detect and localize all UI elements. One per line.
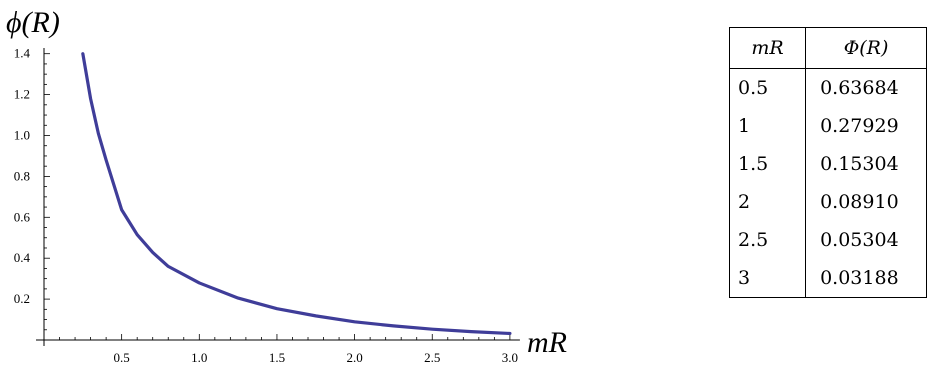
x-tick-label: 3.0 [502,350,518,365]
cell-mr: 0.5 [729,68,807,107]
table-row: 1 0.27929 [729,107,927,145]
cell-mr: 3 [729,259,807,298]
values-table-container: mR Φ(R) 0.5 0.63684 1 0.27929 1.5 0.15304 2 0.0… [729,27,927,298]
column-header-phi: Φ(R) [805,27,927,69]
table-row: 2 0.08910 [729,183,927,221]
cell-mr: 1 [729,107,807,145]
table-row: 2.5 0.05304 [729,221,927,259]
series-layer [81,52,512,336]
y-tick-label: 0.4 [14,250,31,265]
table-body: 0.5 0.63684 1 0.27929 1.5 0.15304 2 0.08910 2.5 0… [729,68,927,298]
y-tick-label: 0.6 [14,209,31,224]
cell-mr: 1.5 [729,145,807,183]
y-tick-label: 0.8 [14,168,30,183]
series-line [81,52,512,336]
ticks: 0.5 1.0 1.5 2.0 2.5 3.0 0.2 0.4 0.6 0.8 1.0 1.2 1.4 [14,46,518,365]
x-tick-label: 1.5 [269,350,285,365]
table-header-row: mR Φ(R) [729,27,927,69]
y-tick-label: 0.2 [14,291,30,306]
cell-phi: 0.03188 [820,267,899,289]
plot-area: 0.5 1.0 1.5 2.0 2.5 3.00.20.40.60.81.01.21.4 … [6,6,567,365]
y-tick-label: 1.4 [14,46,31,61]
x-tick-label: 2.5 [424,350,440,365]
table-row: 1.5 0.15304 [729,145,927,183]
cell-mr: 2 [729,183,807,221]
y-tick-label: 1.2 [14,87,30,102]
x-tick-label: 1.0 [191,350,207,365]
cell-phi: 0.63684 [820,77,899,99]
axes [36,48,520,346]
cell-mr: 2.5 [729,221,807,259]
y-axis-title: ϕ(R) [6,6,60,39]
cell-phi: 0.05304 [820,229,899,251]
cell-phi: 0.08910 [820,191,899,213]
table-row: 3 0.03188 [729,259,927,298]
values-table: mR Φ(R) 0.5 0.63684 1 0.27929 1.5 0.15304 2 0.0… [729,27,927,298]
x-tick-label: 2.0 [346,350,362,365]
x-tick-label: 0.5 [114,350,130,365]
y-tick-label: 1.0 [14,128,30,143]
column-header-mr: mR [729,27,807,69]
x-axis-title: mR [527,326,567,359]
cell-phi: 0.27929 [820,115,899,137]
table-row: 0.5 0.63684 [729,68,927,107]
cell-phi: 0.15304 [820,153,899,175]
